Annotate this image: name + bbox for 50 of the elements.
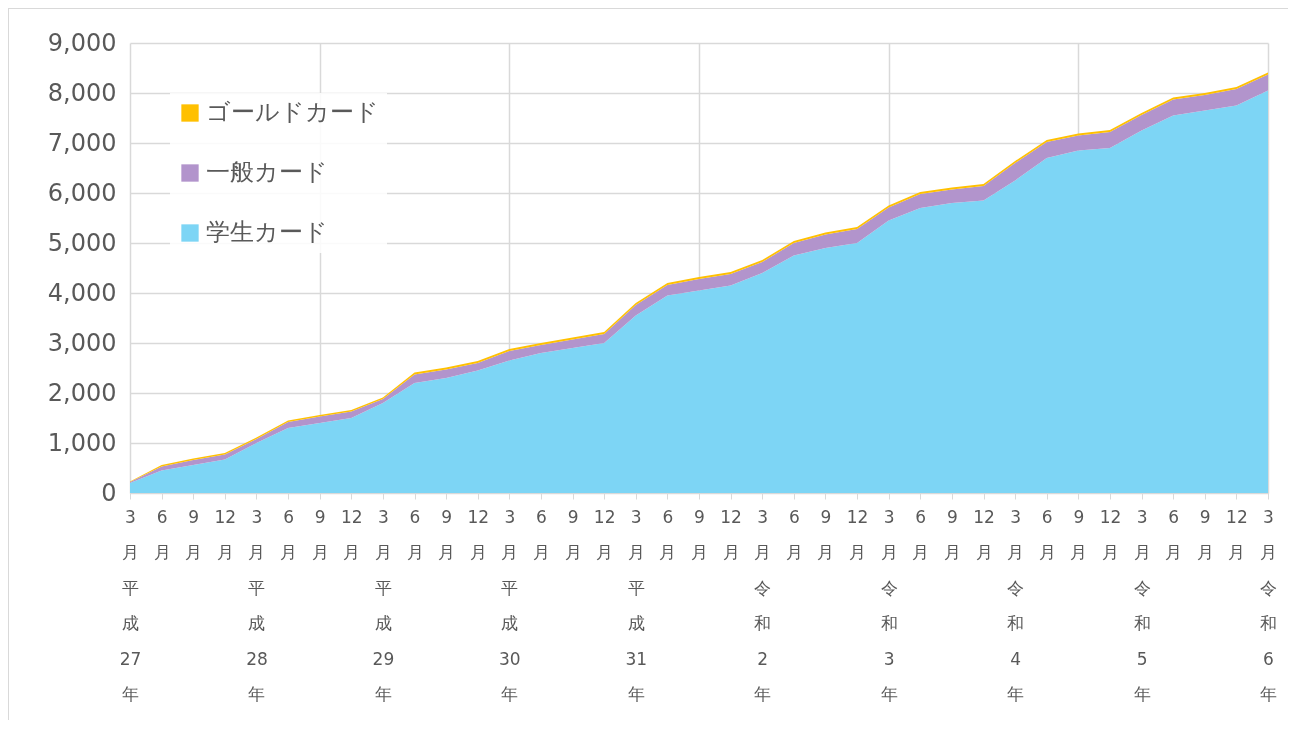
x-tick-label: 12月 bbox=[1099, 506, 1122, 562]
x-tick-label: 9月 bbox=[185, 506, 203, 562]
x-tick-label: 12月 bbox=[973, 506, 995, 562]
legend-label: 学生カード bbox=[206, 218, 328, 246]
x-tick-label: 3月平成28年 bbox=[246, 506, 268, 704]
x-tick-label: 6月 bbox=[659, 506, 677, 562]
x-tick-label: 6月 bbox=[153, 506, 171, 562]
y-tick-label: 8,000 bbox=[47, 78, 117, 107]
x-tick-label: 3月平成30年 bbox=[499, 506, 521, 704]
x-tick-label: 9月 bbox=[564, 506, 582, 562]
x-tick-label: 12月 bbox=[593, 506, 616, 562]
x-tick-label: 6月 bbox=[406, 506, 424, 562]
x-tick-label: 6月 bbox=[1165, 506, 1183, 562]
x-tick-label: 6月 bbox=[1038, 506, 1056, 562]
x-tick-label: 6月 bbox=[280, 506, 298, 562]
x-tick-label: 12月 bbox=[846, 506, 869, 562]
x-tick-label: 3月令和4年 bbox=[1007, 506, 1025, 704]
x-tick-label: 3月令和5年 bbox=[1133, 506, 1151, 704]
x-tick-label: 12月 bbox=[1226, 506, 1248, 562]
y-tick-label: 0 bbox=[101, 478, 117, 507]
x-tick-label: 6月 bbox=[785, 506, 803, 562]
y-tick-label: 4,000 bbox=[47, 278, 117, 307]
x-tick-label: 12月 bbox=[340, 506, 363, 562]
y-tick-label: 3,000 bbox=[47, 328, 117, 357]
x-tick-label: 9月 bbox=[691, 506, 708, 562]
x-tick-label: 9月 bbox=[311, 506, 329, 562]
legend-label: ゴールドカード bbox=[206, 98, 379, 126]
x-tick-label: 3月平成29年 bbox=[372, 506, 395, 704]
x-tick-label: 12月 bbox=[214, 506, 237, 562]
x-tick-label: 3月令和3年 bbox=[880, 506, 898, 704]
x-tick-label: 6月 bbox=[532, 506, 550, 562]
x-tick-label: 9月 bbox=[817, 506, 835, 562]
x-tick-label: 6月 bbox=[912, 506, 930, 562]
y-tick-label: 9,000 bbox=[47, 28, 117, 57]
x-tick-label: 9月 bbox=[438, 506, 456, 562]
y-tick-label: 6,000 bbox=[47, 178, 117, 207]
y-tick-label: 7,000 bbox=[47, 128, 117, 157]
y-tick-label: 1,000 bbox=[47, 428, 117, 457]
x-tick-label: 3月平成31年 bbox=[625, 506, 648, 704]
x-tick-label: 9月 bbox=[943, 506, 961, 562]
x-tick-label: 9月 bbox=[1070, 506, 1088, 562]
x-tick-label: 9月 bbox=[1196, 506, 1214, 562]
x-tick-label: 3月令和6年 bbox=[1260, 506, 1277, 704]
y-tick-label: 2,000 bbox=[47, 378, 117, 407]
y-tick-label: 5,000 bbox=[47, 228, 117, 257]
x-tick-label: 3月令和2年 bbox=[754, 506, 772, 704]
x-tick-label: 12月 bbox=[720, 506, 742, 562]
legend-label: 一般カード bbox=[206, 158, 328, 186]
x-tick-label: 3月平成27年 bbox=[119, 506, 142, 704]
x-tick-label: 12月 bbox=[467, 506, 490, 562]
